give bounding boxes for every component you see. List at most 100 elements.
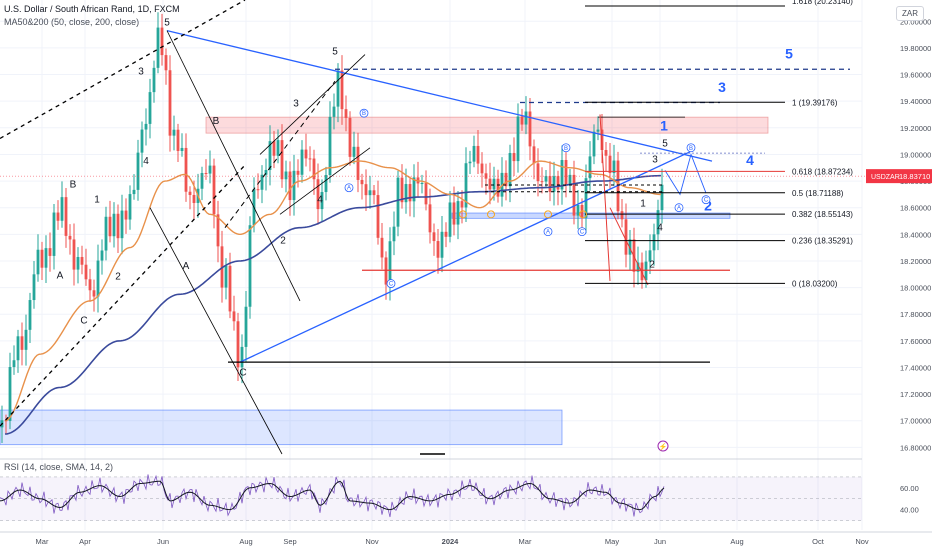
x-tick-label: 2024 [442,537,460,546]
candle-body [400,177,404,203]
y-tick-label: 18.40000 [900,230,931,239]
candle-body [52,212,56,256]
candle-body [624,219,628,255]
candle-body [604,150,608,156]
candle-body [316,179,320,210]
candle-body [20,336,24,350]
candle-body [568,174,572,186]
wave-label: 2 [704,197,712,213]
candle-body [404,184,408,203]
candle-body [656,210,660,235]
circle-label: B [564,146,568,152]
fib-levels: 1 (19.39176) 0.618 (18.87234) 0.5 (18.7118… [585,0,853,288]
candle-body [172,129,176,136]
candle-body [28,300,32,330]
candle-body [408,184,412,202]
candle-body [488,178,492,190]
wave-label: 3 [652,154,658,165]
circle-marker [543,227,553,237]
fib-label: 0.5 (18.71188) [792,189,844,198]
candle-body [232,311,236,322]
candle-body [480,163,484,174]
candle-body [552,176,556,192]
wave-label: 4 [143,156,149,167]
candle-body [572,174,576,216]
x-tick-label: Jun [654,537,666,546]
candle-body [160,27,164,56]
rsi-indicator-label[interactable]: RSI (14, close, SMA, 14, 2) [4,462,114,472]
wave-label: C [239,367,246,378]
x-tick-label: Mar [519,537,532,546]
y-tick-label: 18.60000 [900,204,931,213]
candle-body [332,106,336,117]
y-tick-label: 19.40000 [900,97,931,106]
fib-label: 0 (18.03200) [792,279,838,288]
candle-body [588,156,592,179]
zone-marker [459,210,467,219]
candle-body [192,194,196,203]
candle-body [660,184,664,211]
candle-body [320,192,324,210]
circle-marker [561,143,571,153]
candle-body [60,197,64,221]
x-tick-label: Mar [36,537,49,546]
ma50-line [4,160,661,422]
candle-body [104,216,108,251]
candle-body [328,116,332,176]
zone-support [0,409,563,446]
candle-body [228,265,232,312]
zone-marker [579,210,587,219]
candle-body [272,141,276,156]
candle-body [312,158,316,180]
circle-label: C [580,230,585,236]
candle-body [36,249,40,275]
candle-body [428,204,432,233]
candle-body [388,241,392,285]
candle-body [240,346,244,368]
y-tick-label: 19.80000 [900,44,931,53]
candle-body [356,146,360,180]
candle-body [280,140,284,180]
moving-averages [4,160,661,435]
trend-line [259,54,366,155]
candle-body [288,171,292,201]
candle-body [504,172,508,187]
price-tag [866,169,932,184]
axes: 20.00000 19.80000 19.60000 19.40000 19.20000… [0,17,932,546]
candle-body [460,201,464,208]
wave-label: C [80,316,87,327]
fib-label: 1.618 (20.23140) [792,0,853,6]
rsi-tick-label: 40.00 [900,506,919,515]
x-tick-label: Apr [79,537,91,546]
candle-body [576,204,580,216]
candle-body [640,262,644,281]
x-tick-label: Aug [730,537,743,546]
candle-body [188,191,192,195]
circle-label: B [689,146,693,152]
candle-body [396,177,400,227]
circle-label: C [389,282,394,288]
zone-marker [544,210,552,219]
candle-body [284,171,288,180]
candle-body [68,235,72,240]
y-tick-label: 16.80000 [900,443,931,452]
candle-body [88,279,92,291]
wave-label: 4 [657,222,663,233]
currency-button[interactable]: ZAR [896,6,924,21]
ma-indicator-label[interactable]: MA50&200 (50, close, 200, close) [4,17,140,27]
x-tick-label: Nov [855,537,869,546]
candle-body [452,202,456,225]
candle-body [8,367,12,421]
candle-body [96,260,100,297]
candle-body [608,155,612,174]
candle-body [224,265,228,288]
y-tick-label: 17.80000 [900,310,931,319]
candle-body [140,129,144,153]
candle-body [592,131,596,157]
candle-body [180,147,184,151]
candle-body [80,257,84,265]
candle-body [120,210,124,239]
candle-body [448,202,452,237]
